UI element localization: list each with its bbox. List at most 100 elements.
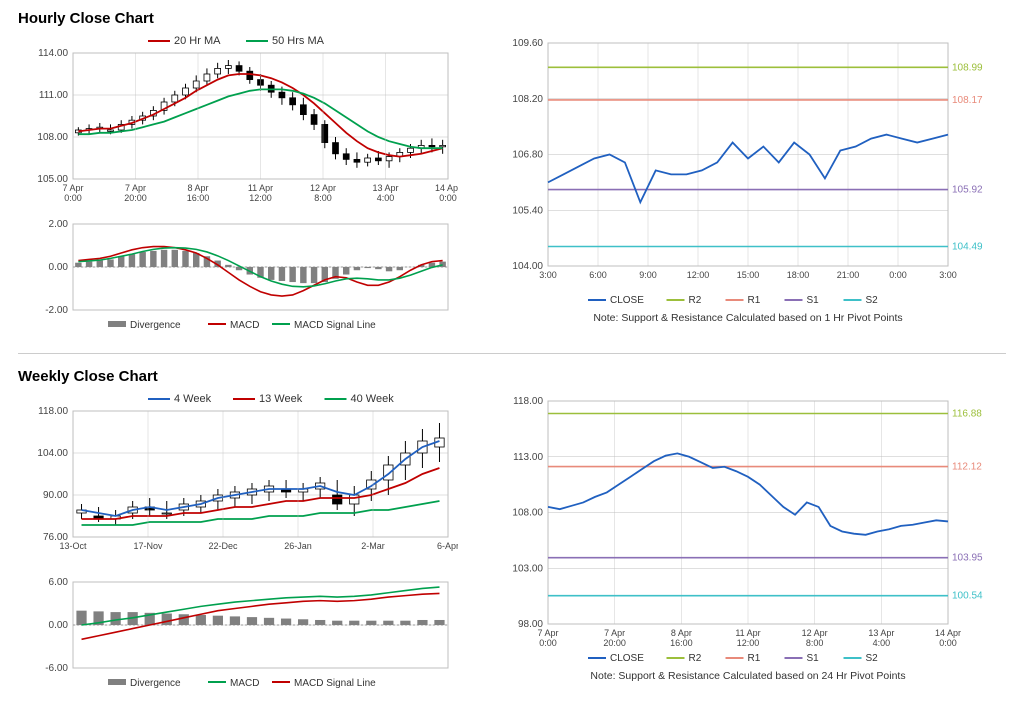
svg-text:113.00: 113.00	[513, 452, 543, 463]
svg-text:MACD: MACD	[230, 678, 259, 689]
svg-text:118.00: 118.00	[38, 406, 68, 417]
svg-text:9:00: 9:00	[639, 270, 657, 280]
svg-text:0:00: 0:00	[939, 638, 957, 648]
svg-text:111.00: 111.00	[39, 90, 69, 101]
hourly-title: Hourly Close Chart	[18, 10, 1006, 27]
svg-text:21:00: 21:00	[837, 270, 860, 280]
weekly-section: Weekly Close Chart 4 Week 13 Week 40 Week 7…	[0, 358, 1024, 707]
svg-text:Note: Support & Resistance Cal: Note: Support & Resistance Calculated ba…	[593, 312, 902, 324]
svg-text:8:00: 8:00	[806, 638, 824, 648]
svg-text:18:00: 18:00	[787, 270, 810, 280]
svg-text:50 Hrs MA: 50 Hrs MA	[272, 35, 325, 47]
svg-text:0:00: 0:00	[64, 193, 82, 203]
svg-text:13 Apr: 13 Apr	[868, 628, 894, 638]
svg-text:104.00: 104.00	[37, 448, 68, 459]
svg-text:0.00: 0.00	[49, 262, 69, 273]
svg-text:112.12: 112.12	[952, 462, 982, 473]
svg-text:3:00: 3:00	[939, 270, 957, 280]
svg-text:105.40: 105.40	[512, 205, 543, 216]
svg-text:Note: Support & Resistance Ca: Note: Support & Resistance Calculated ba…	[590, 670, 905, 682]
svg-text:114.00: 114.00	[38, 48, 68, 59]
svg-text:CLOSE: CLOSE	[610, 653, 644, 664]
hourly-sr-chart: 104.00105.40106.80108.20109.603:006:009:…	[498, 31, 998, 331]
svg-text:MACD: MACD	[230, 320, 259, 331]
svg-text:6-Apr: 6-Apr	[437, 541, 458, 551]
svg-text:13 Week: 13 Week	[259, 393, 303, 405]
svg-text:16:00: 16:00	[187, 193, 210, 203]
svg-text:20:00: 20:00	[124, 193, 147, 203]
svg-text:3:00: 3:00	[539, 270, 557, 280]
svg-text:103.00: 103.00	[512, 563, 543, 574]
svg-text:13-Oct: 13-Oct	[59, 541, 87, 551]
svg-text:26-Jan: 26-Jan	[284, 541, 312, 551]
svg-text:7 Apr: 7 Apr	[537, 628, 558, 638]
weekly-main-chart: 4 Week13 Week40 Week76.0090.00104.00118.…	[18, 389, 458, 569]
svg-text:6:00: 6:00	[589, 270, 607, 280]
hourly-main-chart: 20 Hr MA50 Hrs MA105.00108.00111.00114.0…	[18, 31, 458, 211]
svg-text:CLOSE: CLOSE	[610, 295, 644, 306]
svg-text:S2: S2	[866, 653, 879, 664]
svg-text:7 Apr: 7 Apr	[604, 628, 625, 638]
svg-text:12:00: 12:00	[249, 193, 272, 203]
svg-text:4:00: 4:00	[873, 638, 891, 648]
svg-text:12:00: 12:00	[737, 638, 760, 648]
svg-text:-6.00: -6.00	[45, 663, 68, 674]
svg-text:7 Apr: 7 Apr	[62, 183, 83, 193]
svg-text:11 Apr: 11 Apr	[735, 628, 760, 638]
svg-text:20:00: 20:00	[603, 638, 626, 648]
svg-text:MACD Signal Line: MACD Signal Line	[294, 678, 376, 689]
svg-text:13 Apr: 13 Apr	[372, 183, 398, 193]
svg-text:100.54: 100.54	[952, 591, 983, 602]
svg-text:S1: S1	[807, 653, 820, 664]
svg-text:109.60: 109.60	[512, 38, 543, 49]
svg-text:105.92: 105.92	[952, 185, 983, 196]
svg-text:R1: R1	[748, 295, 761, 306]
hourly-macd-chart: -2.00 0.00 2.00 Divergence MACD MACD Signal L…	[18, 216, 458, 336]
svg-text:40 Week: 40 Week	[351, 393, 395, 405]
svg-text:20 Hr MA: 20 Hr MA	[174, 35, 221, 47]
svg-text:8 Apr: 8 Apr	[671, 628, 692, 638]
svg-text:118.00: 118.00	[513, 396, 543, 407]
svg-text:2.00: 2.00	[49, 219, 69, 230]
svg-text:108.20: 108.20	[512, 94, 543, 105]
svg-text:0:00: 0:00	[439, 193, 457, 203]
weekly-macd-chart: -6.00 0.00 6.00 Divergence MACD MACD Signal L…	[18, 574, 458, 694]
hourly-section: Hourly Close Chart 20 Hr MA 50 Hrs MA 105.…	[0, 0, 1024, 349]
svg-text:R2: R2	[689, 295, 702, 306]
svg-text:116.88: 116.88	[952, 408, 982, 419]
svg-text:108.00: 108.00	[512, 508, 543, 519]
svg-text:Divergence: Divergence	[130, 320, 181, 331]
svg-text:103.95: 103.95	[952, 553, 983, 564]
svg-text:8 Apr: 8 Apr	[187, 183, 208, 193]
svg-text:14 Apr: 14 Apr	[435, 183, 458, 193]
svg-text:15:00: 15:00	[737, 270, 760, 280]
svg-text:11 Apr: 11 Apr	[248, 183, 273, 193]
svg-text:12 Apr: 12 Apr	[310, 183, 336, 193]
svg-text:106.80: 106.80	[512, 150, 543, 161]
svg-text:22-Dec: 22-Dec	[208, 541, 238, 551]
svg-text:4:00: 4:00	[377, 193, 395, 203]
svg-text:104.49: 104.49	[952, 241, 983, 252]
svg-text:108.17: 108.17	[952, 95, 983, 106]
svg-text:12 Apr: 12 Apr	[802, 628, 828, 638]
svg-text:S1: S1	[807, 295, 820, 306]
svg-text:0:00: 0:00	[539, 638, 557, 648]
svg-text:2-Mar: 2-Mar	[361, 541, 385, 551]
svg-text:S2: S2	[866, 295, 879, 306]
svg-text:-2.00: -2.00	[45, 305, 68, 316]
svg-text:R1: R1	[748, 653, 761, 664]
svg-text:6.00: 6.00	[49, 577, 69, 588]
svg-text:108.99: 108.99	[952, 62, 983, 73]
weekly-title: Weekly Close Chart	[18, 368, 1006, 385]
svg-text:Divergence: Divergence	[130, 678, 181, 689]
svg-text:MACD Signal Line: MACD Signal Line	[294, 320, 376, 331]
svg-text:4 Week: 4 Week	[174, 393, 212, 405]
svg-text:14 Apr: 14 Apr	[935, 628, 961, 638]
svg-text:7 Apr: 7 Apr	[125, 183, 146, 193]
svg-text:0:00: 0:00	[889, 270, 907, 280]
svg-text:16:00: 16:00	[670, 638, 693, 648]
svg-text:90.00: 90.00	[43, 490, 68, 501]
svg-text:8:00: 8:00	[314, 193, 332, 203]
svg-text:R2: R2	[689, 653, 702, 664]
svg-text:0.00: 0.00	[49, 620, 69, 631]
